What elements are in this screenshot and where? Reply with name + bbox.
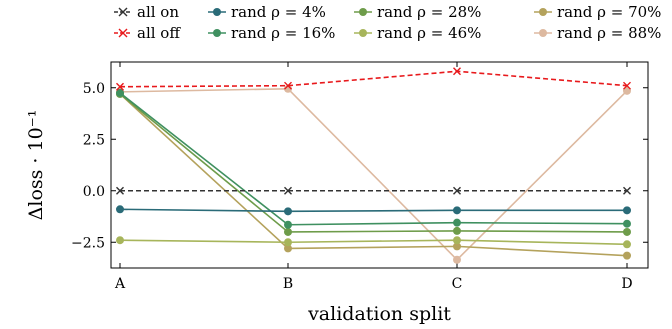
legend-item: rand ρ = 70% [532,2,661,22]
legend-item: rand ρ = 88% [532,23,661,43]
data-point-3-3 [623,219,631,228]
data-point-4-2 [453,226,461,235]
data-point-3-2 [453,218,461,227]
data-point-0-3 [623,186,631,195]
legend-item: rand ρ = 46% [352,23,481,43]
x-marker-icon [114,28,132,38]
series-line-7 [119,87,628,261]
data-point-1-0 [116,82,124,91]
series-line-3 [119,92,628,226]
x-tick-label: D [621,276,632,292]
legend-label: all off [137,24,180,42]
dot-marker-icon [534,8,552,16]
y-tick-label: 0.0 [83,184,105,200]
legend: all on all off rand ρ = 4% rand ρ = 16% rand… [112,2,672,46]
data-point-5-3 [623,240,631,249]
data-point-0-2 [453,186,461,195]
data-point-1-1 [284,81,292,90]
data-point-6-2 [453,242,461,251]
data-point-0-1 [284,186,292,195]
dot-marker-icon [534,29,552,37]
legend-item: rand ρ = 4% [206,2,326,22]
x-tick-label: B [283,276,293,292]
data-point-4-1 [284,227,292,236]
legend-item: all off [112,23,180,43]
legend-label: rand ρ = 70% [557,3,662,21]
series-line-5 [119,239,628,246]
data-point-7-2 [453,255,461,264]
dot-marker-icon [354,8,372,16]
data-point-1-3 [623,81,631,90]
x-marker-icon [114,7,132,17]
data-point-3-0 [116,88,124,97]
data-point-6-3 [623,251,631,260]
legend-label: rand ρ = 88% [557,24,662,42]
data-point-5-0 [116,236,124,245]
data-point-5-1 [284,238,292,247]
y-tick-label: 5.0 [83,81,105,97]
data-point-2-3 [623,206,631,215]
data-point-3-1 [284,220,292,229]
dot-marker-icon [208,29,226,37]
x-tick-label: A [114,276,126,292]
legend-label: rand ρ = 46% [377,24,482,42]
dot-marker-icon [208,8,226,16]
legend-item: all on [112,2,179,22]
legend-item: rand ρ = 28% [352,2,481,22]
dot-marker-icon [354,29,372,37]
y-tick-label: 2.5 [83,132,105,148]
data-point-1-2 [453,67,461,76]
legend-label: rand ρ = 28% [377,3,482,21]
legend-label: rand ρ = 16% [231,24,336,42]
data-point-6-1 [284,244,292,253]
x-tick-label: C [452,276,463,292]
legend-item: rand ρ = 16% [206,23,335,43]
y-axis-label: Δloss · 10⁻¹ [25,110,47,221]
plot-frame [110,61,649,269]
data-point-2-0 [116,205,124,214]
data-point-7-3 [623,86,631,95]
series-line-4 [119,93,628,233]
data-point-2-2 [453,206,461,215]
series-line-2 [119,208,627,213]
data-point-2-1 [284,207,292,216]
x-axis-label: validation split [307,303,451,325]
data-point-5-2 [453,236,461,245]
series-line-6 [119,93,628,257]
y-tick-label: −2.5 [71,235,105,251]
data-point-4-3 [623,227,631,236]
legend-label: rand ρ = 4% [231,3,326,21]
data-point-0-0 [116,186,124,195]
legend-label: all on [137,3,179,21]
series-line-1 [119,70,628,88]
